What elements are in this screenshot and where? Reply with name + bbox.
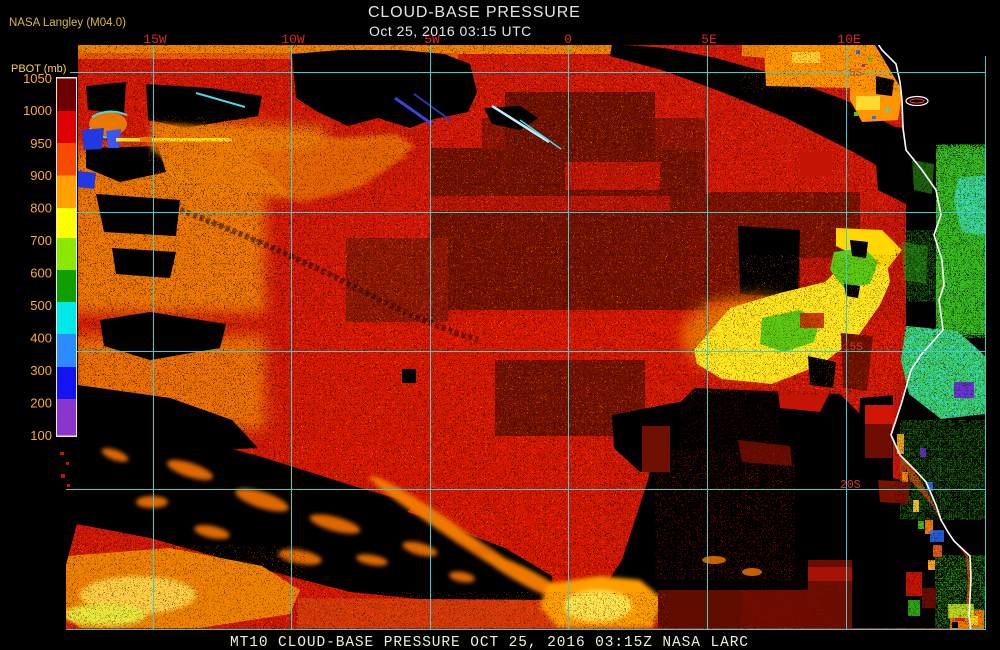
svg-text:0: 0 bbox=[564, 32, 572, 47]
svg-text:15S: 15S bbox=[843, 342, 863, 354]
svg-text:1000: 1000 bbox=[23, 103, 52, 118]
svg-text:700: 700 bbox=[30, 233, 52, 248]
svg-text:5W: 5W bbox=[424, 32, 440, 47]
svg-text:300: 300 bbox=[30, 363, 52, 378]
svg-text:PBOT (mb): PBOT (mb) bbox=[11, 63, 66, 75]
svg-text:5E: 5E bbox=[701, 32, 717, 47]
svg-text:MT10 CLOUD-BASE PRESSURE OC: MT10 CLOUD-BASE PRESSURE OCT 25, 2016 03… bbox=[230, 635, 748, 650]
svg-text:CLOUD-BASE PRESSURE: CLOUD-BASE PRESSURE bbox=[368, 4, 581, 21]
svg-text:NASA Langley (M04.0): NASA Langley (M04.0) bbox=[9, 17, 126, 29]
svg-text:500: 500 bbox=[30, 298, 52, 313]
svg-text:1050: 1050 bbox=[23, 71, 52, 86]
svg-text:10W: 10W bbox=[281, 32, 305, 47]
svg-text:15W: 15W bbox=[143, 32, 167, 47]
svg-text:900: 900 bbox=[30, 168, 52, 183]
svg-text:800: 800 bbox=[30, 201, 52, 216]
svg-text:20S: 20S bbox=[840, 479, 861, 492]
svg-text:950: 950 bbox=[30, 136, 52, 151]
svg-text:5S: 5S bbox=[849, 68, 863, 80]
svg-text:100: 100 bbox=[30, 428, 52, 443]
svg-text:10E: 10E bbox=[837, 32, 861, 47]
svg-text:600: 600 bbox=[30, 266, 52, 281]
svg-text:200: 200 bbox=[30, 396, 52, 411]
svg-text:Oct 25, 2016 03:15 UTC: Oct 25, 2016 03:15 UTC bbox=[369, 23, 532, 39]
svg-text:400: 400 bbox=[30, 331, 52, 346]
